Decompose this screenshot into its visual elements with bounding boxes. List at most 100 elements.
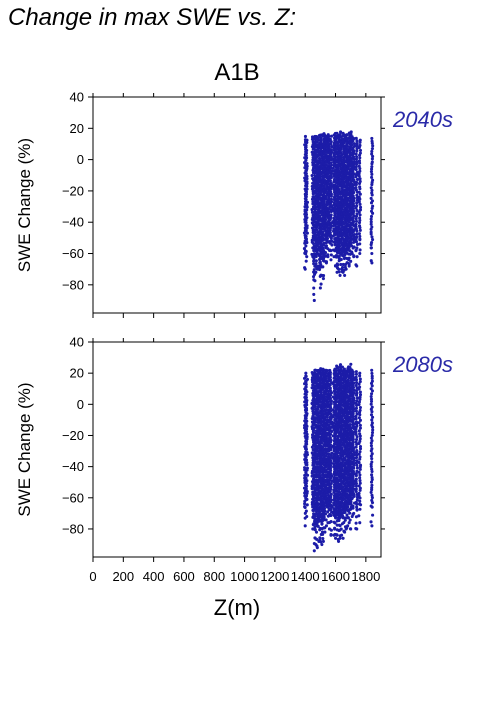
data-point — [305, 226, 309, 230]
data-point — [314, 475, 318, 479]
data-point — [305, 424, 309, 428]
data-point — [369, 222, 373, 226]
data-point — [324, 197, 328, 201]
data-point — [312, 549, 316, 553]
data-point — [329, 163, 334, 167]
data-point — [336, 193, 340, 197]
data-point — [329, 197, 333, 201]
data-point — [351, 414, 355, 419]
data-point — [329, 253, 333, 257]
data-point — [329, 476, 333, 480]
data-point — [330, 243, 334, 247]
data-point — [328, 489, 332, 493]
data-point — [328, 179, 332, 183]
data-point — [305, 403, 309, 407]
data-point — [358, 499, 362, 503]
data-point — [322, 178, 326, 182]
data-point — [369, 232, 373, 236]
data-point — [340, 446, 344, 450]
data-point — [352, 240, 356, 244]
data-point — [312, 412, 316, 416]
data-point — [354, 406, 359, 410]
data-point — [341, 516, 345, 520]
page-title: Change in max SWE vs. Z: — [8, 4, 297, 31]
data-point — [329, 140, 333, 144]
data-point — [322, 478, 327, 482]
data-point — [355, 240, 359, 244]
data-point — [352, 401, 356, 405]
data-point — [329, 485, 333, 489]
x-tick-label: 200 — [112, 569, 134, 584]
data-point — [370, 188, 374, 192]
data-point — [305, 200, 310, 204]
data-point — [303, 491, 307, 495]
data-point — [370, 149, 374, 153]
data-point — [304, 213, 309, 217]
x-tick-label: 1000 — [230, 569, 259, 584]
x-tick-label: 1200 — [260, 569, 289, 584]
data-point — [354, 521, 358, 525]
data-point — [312, 220, 316, 224]
data-point — [358, 507, 362, 511]
data-point — [319, 227, 323, 231]
data-point — [355, 424, 359, 428]
data-point — [304, 221, 308, 225]
data-point — [314, 259, 318, 263]
data-point — [351, 372, 355, 376]
data-point — [321, 537, 325, 541]
data-point — [339, 421, 343, 425]
x-tick-label: 400 — [143, 569, 165, 584]
y-tick-label: 20 — [70, 121, 84, 136]
data-point — [329, 148, 334, 152]
data-point — [329, 213, 333, 217]
data-point — [354, 167, 358, 172]
data-point — [358, 395, 362, 399]
data-point — [370, 183, 374, 187]
data-point — [355, 459, 359, 463]
data-point — [352, 463, 356, 467]
data-point — [358, 437, 362, 441]
data-point — [314, 420, 318, 424]
data-point — [320, 530, 324, 534]
data-point — [328, 436, 332, 440]
data-point — [304, 198, 308, 202]
data-point — [352, 204, 356, 208]
data-point — [357, 421, 361, 425]
data-point — [311, 275, 316, 279]
data-point — [348, 185, 352, 189]
data-point — [327, 139, 331, 144]
data-point — [304, 382, 308, 387]
data-point — [357, 145, 361, 150]
data-point — [334, 254, 338, 258]
data-point — [305, 514, 309, 519]
data-point — [315, 225, 319, 229]
data-point — [329, 492, 333, 496]
data-point — [355, 144, 359, 148]
data-point — [358, 380, 362, 384]
data-point — [328, 393, 333, 397]
data-point — [340, 365, 344, 369]
data-point — [351, 440, 355, 444]
data-point — [329, 171, 333, 175]
data-point — [345, 387, 349, 391]
data-point — [305, 413, 309, 418]
data-point — [333, 536, 338, 540]
data-point — [369, 201, 374, 205]
data-point — [305, 427, 309, 431]
data-point — [369, 170, 374, 174]
data-point — [303, 502, 307, 506]
data-point — [349, 158, 353, 162]
data-point — [327, 481, 331, 485]
data-point — [319, 146, 323, 150]
data-point — [345, 390, 349, 394]
data-point — [315, 546, 319, 550]
data-point — [313, 525, 317, 529]
data-point — [369, 407, 373, 411]
data-point — [352, 199, 356, 203]
data-point — [347, 256, 351, 260]
data-point — [318, 474, 322, 478]
data-point — [302, 231, 306, 235]
data-point — [318, 232, 322, 236]
data-point — [351, 170, 355, 174]
